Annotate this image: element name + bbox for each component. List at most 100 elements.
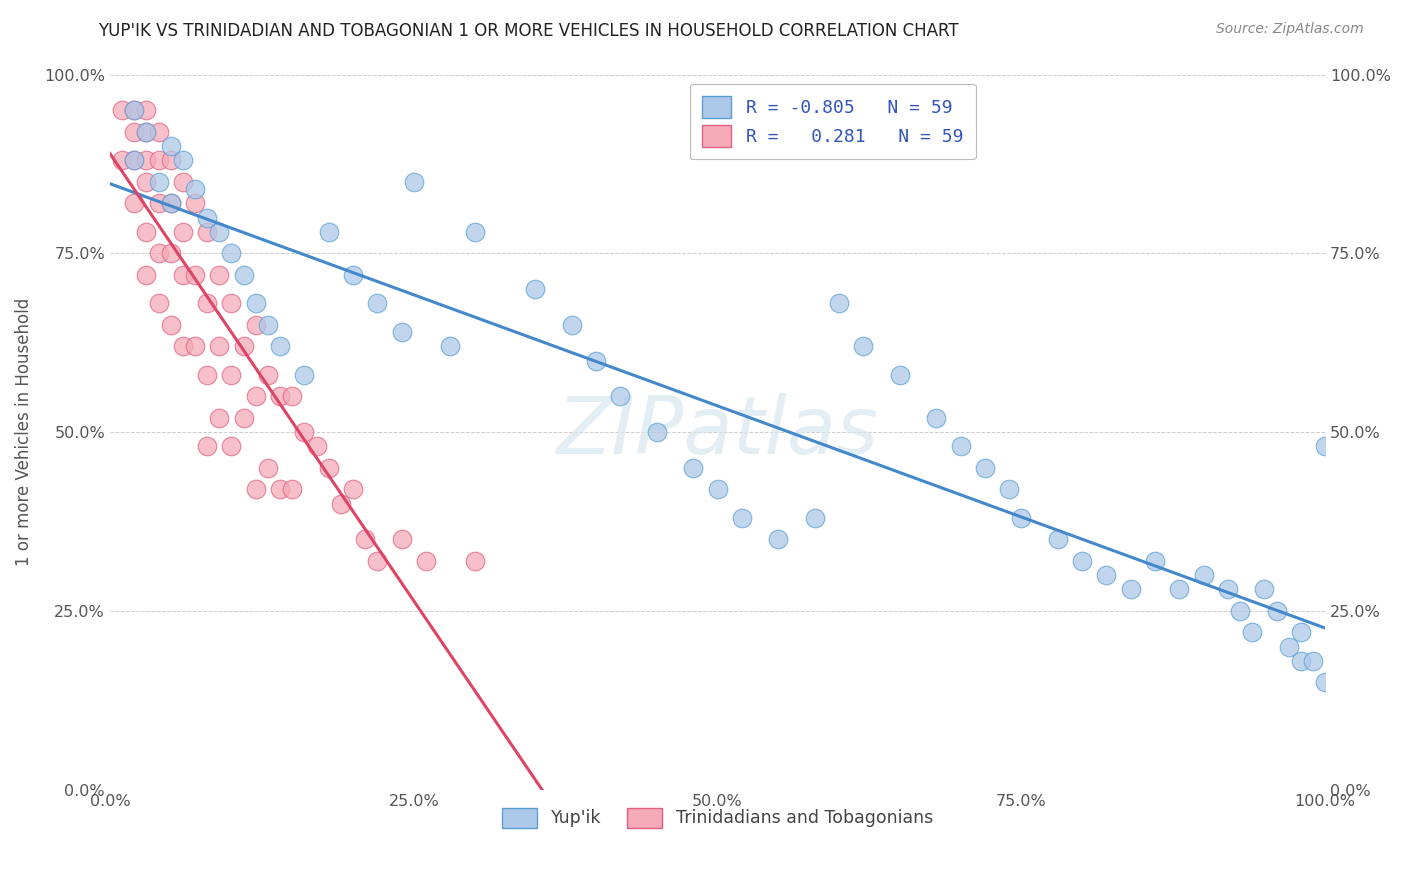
- Point: [889, 368, 911, 382]
- Point: [208, 268, 231, 282]
- Point: [172, 153, 194, 168]
- Point: [318, 225, 340, 239]
- Point: [257, 368, 280, 382]
- Point: [148, 246, 170, 260]
- Point: [1289, 654, 1312, 668]
- Point: [195, 296, 218, 310]
- Point: [269, 482, 291, 496]
- Text: Source: ZipAtlas.com: Source: ZipAtlas.com: [1216, 22, 1364, 37]
- Point: [159, 153, 181, 168]
- Point: [1241, 625, 1264, 640]
- Point: [135, 125, 157, 139]
- Point: [245, 482, 267, 496]
- Point: [828, 296, 851, 310]
- Legend: Yup'ik, Trinidadians and Tobagonians: Yup'ik, Trinidadians and Tobagonians: [495, 801, 941, 835]
- Point: [645, 425, 668, 439]
- Point: [245, 389, 267, 403]
- Point: [232, 410, 254, 425]
- Point: [148, 196, 170, 211]
- Point: [148, 153, 170, 168]
- Point: [292, 368, 315, 382]
- Point: [135, 153, 157, 168]
- Point: [342, 482, 364, 496]
- Point: [148, 175, 170, 189]
- Point: [439, 339, 461, 353]
- Point: [172, 339, 194, 353]
- Point: [135, 225, 157, 239]
- Point: [159, 139, 181, 153]
- Point: [208, 225, 231, 239]
- Point: [159, 196, 181, 211]
- Point: [1143, 554, 1166, 568]
- Point: [318, 460, 340, 475]
- Point: [159, 318, 181, 332]
- Point: [221, 296, 243, 310]
- Point: [269, 389, 291, 403]
- Point: [998, 482, 1021, 496]
- Point: [1168, 582, 1191, 597]
- Point: [148, 125, 170, 139]
- Point: [1265, 604, 1288, 618]
- Point: [1216, 582, 1239, 597]
- Point: [281, 482, 304, 496]
- Point: [124, 153, 146, 168]
- Point: [124, 103, 146, 118]
- Point: [1010, 511, 1032, 525]
- Point: [706, 482, 728, 496]
- Point: [354, 533, 377, 547]
- Point: [172, 268, 194, 282]
- Point: [124, 153, 146, 168]
- Point: [208, 339, 231, 353]
- Point: [1119, 582, 1142, 597]
- Point: [1313, 439, 1336, 453]
- Text: YUP'IK VS TRINIDADIAN AND TOBAGONIAN 1 OR MORE VEHICLES IN HOUSEHOLD CORRELATION: YUP'IK VS TRINIDADIAN AND TOBAGONIAN 1 O…: [98, 22, 959, 40]
- Point: [135, 103, 157, 118]
- Point: [561, 318, 583, 332]
- Point: [682, 460, 704, 475]
- Point: [195, 225, 218, 239]
- Point: [402, 175, 425, 189]
- Point: [1302, 654, 1324, 668]
- Point: [135, 125, 157, 139]
- Point: [524, 282, 547, 296]
- Point: [342, 268, 364, 282]
- Point: [111, 153, 134, 168]
- Point: [135, 175, 157, 189]
- Point: [852, 339, 875, 353]
- Point: [768, 533, 790, 547]
- Point: [1071, 554, 1094, 568]
- Point: [1278, 640, 1301, 654]
- Point: [221, 246, 243, 260]
- Point: [184, 196, 207, 211]
- Point: [232, 268, 254, 282]
- Point: [184, 268, 207, 282]
- Point: [463, 554, 485, 568]
- Point: [195, 439, 218, 453]
- Point: [329, 497, 352, 511]
- Point: [245, 296, 267, 310]
- Point: [184, 339, 207, 353]
- Point: [1229, 604, 1251, 618]
- Point: [731, 511, 754, 525]
- Point: [366, 554, 388, 568]
- Point: [925, 410, 948, 425]
- Point: [208, 410, 231, 425]
- Point: [1313, 675, 1336, 690]
- Point: [111, 103, 134, 118]
- Point: [1095, 568, 1118, 582]
- Point: [195, 211, 218, 225]
- Point: [221, 439, 243, 453]
- Point: [415, 554, 437, 568]
- Point: [1046, 533, 1069, 547]
- Point: [1192, 568, 1215, 582]
- Point: [172, 225, 194, 239]
- Text: ZIPatlas: ZIPatlas: [557, 393, 879, 471]
- Point: [281, 389, 304, 403]
- Point: [124, 103, 146, 118]
- Point: [1253, 582, 1275, 597]
- Point: [221, 368, 243, 382]
- Point: [257, 460, 280, 475]
- Point: [148, 296, 170, 310]
- Point: [391, 325, 413, 339]
- Point: [159, 246, 181, 260]
